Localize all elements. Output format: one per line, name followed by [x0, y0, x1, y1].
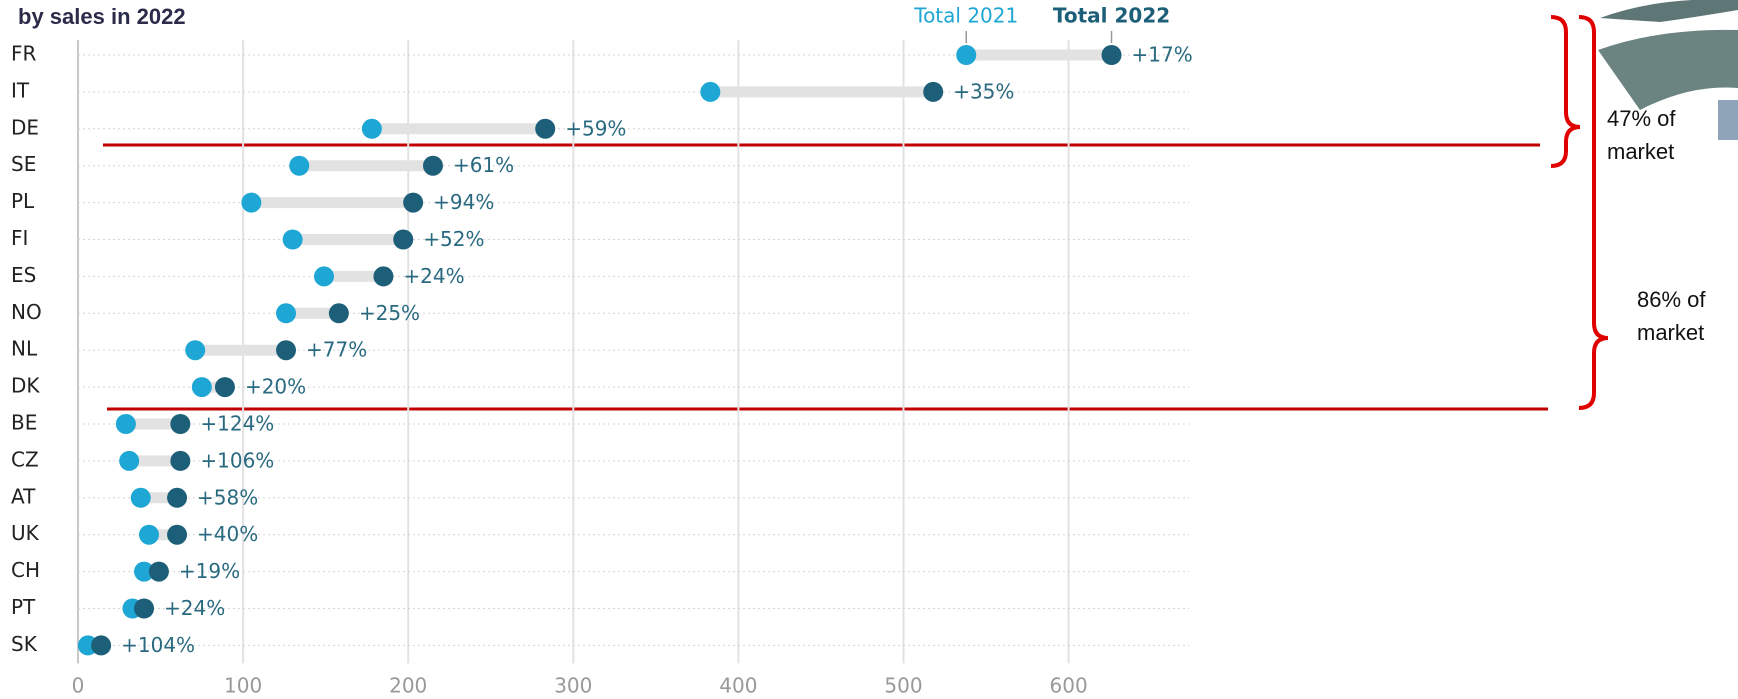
y-tick-label: CH [11, 558, 40, 582]
dot [119, 450, 140, 471]
dot [91, 635, 112, 656]
y-tick-label: ES [11, 263, 36, 287]
change-label: +17% [1132, 43, 1193, 67]
brace [1550, 15, 1581, 168]
x-tick-label: 300 [554, 674, 592, 698]
y-tick-label: FR [11, 42, 37, 66]
dot [148, 561, 169, 582]
change-label: +104% [121, 633, 195, 657]
decoration [1718, 100, 1738, 140]
y-tick-label: CZ [11, 447, 39, 471]
change-label: +61% [453, 153, 514, 177]
y-tick-label: FI [11, 226, 28, 250]
change-label: +106% [200, 448, 274, 472]
dot [185, 340, 206, 361]
change-label: +40% [197, 522, 258, 546]
dot [373, 266, 394, 287]
y-tick-label: SE [11, 152, 36, 176]
dot [276, 340, 297, 361]
dot [923, 81, 944, 102]
y-tick-label: UK [11, 521, 40, 545]
dot [115, 414, 136, 434]
dot [134, 561, 155, 582]
legend-label: Total 2021 [913, 4, 1018, 28]
x-tick-label: 200 [389, 674, 427, 698]
dot [214, 377, 235, 398]
dot [167, 524, 188, 545]
dot [282, 229, 303, 250]
change-label: +19% [179, 559, 240, 583]
change-label: +94% [433, 190, 494, 214]
dot [700, 81, 721, 102]
change-label: +35% [953, 79, 1014, 103]
x-tick-label: 100 [224, 674, 262, 698]
annotation: 47% of market [1607, 106, 1676, 164]
dot [241, 192, 262, 213]
chart-title: by sales in 2022 [18, 4, 186, 29]
y-tick-label: NO [11, 300, 42, 324]
dot [170, 414, 191, 434]
y-tick-label: AT [11, 484, 36, 508]
y-tick-label: NL [11, 337, 38, 361]
change-label: +24% [403, 264, 464, 288]
dot [361, 118, 382, 139]
dot [138, 524, 159, 545]
change-label: +59% [565, 116, 626, 140]
x-tick-label: 400 [719, 674, 757, 698]
dot [403, 192, 424, 213]
change-label: +25% [359, 301, 420, 325]
y-tick-label: DK [11, 374, 40, 398]
dot [130, 487, 151, 508]
y-tick-label: PT [11, 595, 36, 619]
y-tick-label: DE [11, 115, 39, 139]
dot [134, 598, 155, 619]
dot [328, 303, 349, 324]
y-tick-label: SK [11, 632, 38, 656]
annotation: 86% of market [1637, 287, 1706, 345]
decoration [1600, 0, 1738, 22]
dot [1101, 45, 1122, 65]
dot [956, 45, 977, 65]
dot [535, 118, 556, 139]
dot [289, 155, 310, 176]
y-tick-label: IT [11, 78, 30, 102]
dot [422, 155, 443, 176]
change-label: +77% [306, 338, 367, 362]
dot [393, 229, 414, 250]
dot [313, 266, 334, 287]
x-tick-label: 0 [72, 674, 85, 698]
dot [191, 377, 212, 398]
dot [167, 487, 188, 508]
x-tick-label: 500 [884, 674, 922, 698]
brace [1578, 15, 1609, 410]
legend-label: Total 2022 [1053, 4, 1170, 28]
y-tick-label: BE [11, 411, 37, 435]
dot [170, 450, 191, 471]
y-tick-label: PL [11, 189, 35, 213]
decoration [1598, 29, 1738, 111]
dot [276, 303, 297, 324]
change-label: +52% [423, 227, 484, 251]
x-tick-label: 600 [1050, 674, 1088, 698]
change-label: +24% [164, 596, 225, 620]
change-label: +124% [200, 412, 274, 436]
change-label: +58% [197, 485, 258, 509]
change-label: +20% [245, 375, 306, 399]
